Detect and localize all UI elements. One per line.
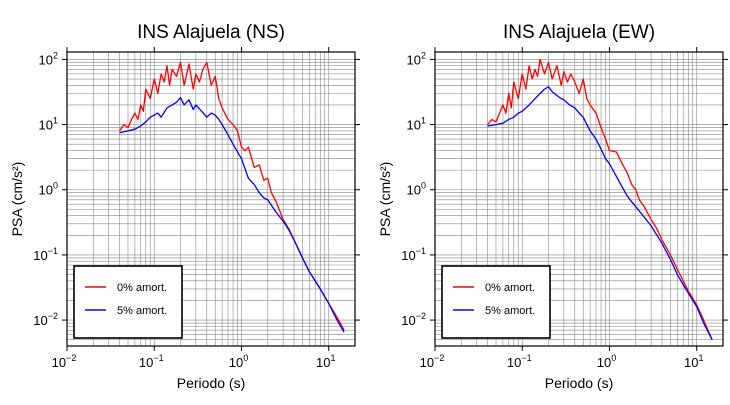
x-axis-label: Periodo (s) bbox=[177, 375, 245, 391]
legend-label: 5% amort. bbox=[485, 305, 535, 317]
legend-label: 5% amort. bbox=[117, 305, 167, 317]
legend-label: 0% amort. bbox=[485, 282, 535, 294]
x-tick-label: 101 bbox=[684, 353, 703, 370]
x-tick-label: 10−1 bbox=[507, 353, 532, 370]
x-axis: 10−2 10−1 100 101 bbox=[52, 47, 335, 370]
y-tick-label: 10−2 bbox=[33, 311, 58, 328]
x-axis-label: Periodo (s) bbox=[545, 375, 613, 391]
chart-title: INS Alajuela (EW) bbox=[503, 22, 655, 43]
y-tick-label: 10−2 bbox=[401, 311, 426, 328]
legend: 0% amort. 5% amort. bbox=[441, 265, 551, 339]
series-group bbox=[487, 58, 713, 340]
y-tick-label: 101 bbox=[39, 116, 58, 133]
y-axis-label: PSA (cm/s²) bbox=[377, 162, 393, 237]
chart-panel-ew: 10−2 10−1 100 101 10−2 10−1 100 101 102 INS Alaju… bbox=[377, 22, 728, 391]
legend-box bbox=[441, 265, 551, 339]
y-tick-label: 101 bbox=[407, 116, 426, 133]
y-tick-label: 100 bbox=[39, 181, 58, 198]
plot-frame bbox=[434, 51, 724, 347]
series-line-blue bbox=[119, 96, 345, 333]
x-tick-label: 100 bbox=[597, 353, 616, 370]
y-axis-label: PSA (cm/s²) bbox=[9, 162, 25, 237]
x-tick-label: 101 bbox=[316, 353, 335, 370]
y-tick-label: 102 bbox=[407, 50, 426, 67]
x-tick-label: 100 bbox=[229, 353, 248, 370]
series-line-blue bbox=[487, 86, 713, 340]
chart-panel-ns: 10−2 10−1 100 101 10−2 10−1 100 101 102 INS Alaju… bbox=[9, 22, 360, 391]
series-line-red bbox=[487, 58, 713, 340]
y-tick-label: 10−1 bbox=[33, 246, 58, 263]
x-tick-label: 10−1 bbox=[139, 353, 164, 370]
legend-label: 0% amort. bbox=[117, 282, 167, 294]
y-tick-label: 102 bbox=[39, 50, 58, 67]
y-tick-label: 10−1 bbox=[401, 246, 426, 263]
series-line-red bbox=[118, 61, 345, 331]
x-axis: 10−2 10−1 100 101 bbox=[420, 47, 703, 370]
grid bbox=[66, 52, 356, 347]
plot-frame bbox=[66, 51, 356, 347]
chart-title: INS Alajuela (NS) bbox=[137, 22, 285, 43]
legend-box bbox=[73, 265, 183, 339]
legend: 0% amort. 5% amort. bbox=[73, 265, 183, 339]
x-tick-label: 10−2 bbox=[420, 353, 445, 370]
y-axis: 10−2 10−1 100 101 102 bbox=[33, 50, 360, 328]
y-axis: 10−2 10−1 100 101 102 bbox=[401, 50, 728, 328]
y-tick-label: 100 bbox=[407, 181, 426, 198]
series-group bbox=[118, 61, 345, 333]
x-tick-label: 10−2 bbox=[52, 353, 77, 370]
